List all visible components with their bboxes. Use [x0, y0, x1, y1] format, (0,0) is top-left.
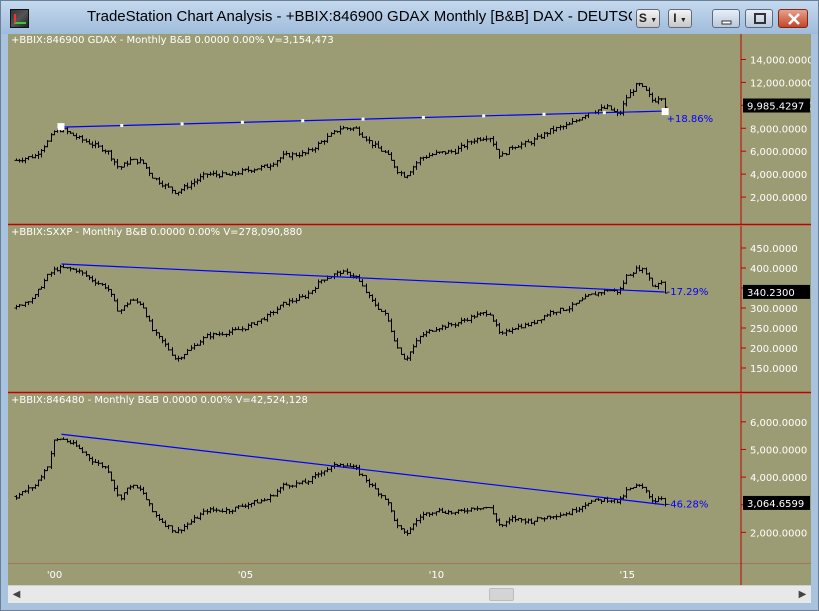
trendline-start-handle	[57, 123, 65, 131]
title-bar[interactable]: TradeStation Chart Analysis - +BBIX:8469…	[1, 1, 818, 34]
x-tick-label: '00	[47, 570, 62, 581]
last-value-label: 340.2300	[747, 288, 795, 299]
x-axis-background	[8, 564, 811, 585]
x-tick-label: '05	[238, 570, 253, 581]
chart-pane-gdax[interactable]: +BBIX:846900 GDAX - Monthly B&B 0.0000 0…	[8, 34, 814, 226]
y-tick-label: 2,000.0000	[750, 528, 807, 539]
trendline-midpoint-handle	[421, 115, 425, 119]
pane-header: +BBIX:846900 GDAX - Monthly B&B 0.0000 0…	[11, 35, 334, 46]
chart-pane-846480[interactable]: +BBIX:846480 - Monthly B&B 0.0000 0.00% …	[8, 394, 811, 566]
pane-header: +BBIX:846480 - Monthly B&B 0.0000 0.00% …	[11, 395, 308, 406]
trendline-change-label: -17.29%	[667, 287, 709, 298]
pane-background	[8, 34, 811, 224]
scrollbar-thumb[interactable]	[489, 588, 514, 601]
last-value-box	[743, 98, 810, 113]
minimize-button[interactable]	[712, 9, 740, 28]
x-tick-label: '15	[619, 570, 634, 581]
trendline-midpoint-handle	[301, 119, 305, 123]
y-tick-label: 6,000.0000	[750, 418, 807, 429]
window-title: TradeStation Chart Analysis - +BBIX:8469…	[87, 8, 632, 25]
trendline	[61, 263, 665, 293]
pane-background	[8, 394, 811, 564]
scroll-right-icon[interactable]: ▶	[798, 589, 807, 600]
y-tick-label: 4,000.0000	[750, 473, 807, 484]
trendline-midpoint-handle	[240, 120, 244, 124]
last-value-box	[743, 284, 810, 299]
trendline-end-handle	[661, 108, 669, 116]
trendline	[61, 433, 665, 506]
y-tick-label: 2,000.0000	[750, 193, 807, 204]
s-dropdown-button[interactable]: S ▼	[636, 9, 660, 28]
pane-background	[8, 226, 811, 392]
i-dropdown-button[interactable]: I ▼	[668, 9, 692, 28]
y-tick-label: 14,000.0000	[750, 55, 811, 66]
tradestation-app-icon[interactable]	[10, 9, 29, 28]
trendline-midpoint-handle	[361, 117, 365, 121]
minimize-icon	[721, 20, 732, 25]
y-tick-label: 12,000.0000	[750, 78, 811, 89]
close-icon	[788, 13, 800, 25]
y-tick-label: 4,000.0000	[750, 170, 807, 181]
last-value-label: 9,985.4297	[747, 102, 804, 113]
x-tick-label: '10	[429, 570, 444, 581]
trendline-change-label: -46.28%	[667, 500, 709, 511]
y-tick-label: 5,000.0000	[750, 445, 807, 456]
trendline-midpoint-handle	[482, 114, 486, 118]
horizontal-scrollbar[interactable]: ◀ ▶	[8, 585, 811, 603]
maximize-button[interactable]	[745, 9, 773, 28]
trendline-midpoint-handle	[120, 124, 124, 128]
y-tick-label: 250.0000	[750, 324, 798, 335]
chart-pane-sxxp[interactable]: +BBIX:SXXP - Monthly B&B 0.0000 0.00% V=…	[8, 226, 811, 394]
close-button[interactable]	[778, 9, 808, 28]
y-tick-label: 200.0000	[750, 344, 798, 355]
trendline-midpoint-handle	[542, 112, 546, 116]
y-tick-label: 300.0000	[750, 304, 798, 315]
y-tick-label: 8,000.0000	[750, 124, 807, 135]
y-tick-label: 6,000.0000	[750, 147, 807, 158]
chevron-down-icon: ▼	[650, 17, 658, 24]
trendline-midpoint-handle	[602, 111, 606, 115]
pane-header: +BBIX:SXXP - Monthly B&B 0.0000 0.00% V=…	[11, 227, 302, 238]
y-tick-label: 450.0000	[750, 244, 798, 255]
trendline-change-label: +18.86%	[667, 114, 714, 125]
x-axis: '00 '05 '10 '15	[8, 564, 811, 585]
maximize-icon	[754, 13, 766, 24]
y-tick-label: 400.0000	[750, 264, 798, 275]
chevron-down-icon: ▼	[679, 17, 687, 24]
chart-area[interactable]: +BBIX:846900 GDAX - Monthly B&B 0.0000 0…	[8, 34, 814, 585]
trendline-midpoint-handle	[180, 122, 184, 126]
last-value-box	[743, 495, 810, 510]
y-tick-label: 150.0000	[750, 364, 798, 375]
scroll-left-icon[interactable]: ◀	[12, 589, 21, 600]
chart-canvas[interactable]: +BBIX:846900 GDAX - Monthly B&B 0.0000 0…	[8, 34, 814, 585]
s-button-label: S	[638, 11, 647, 25]
i-button-label: I	[673, 11, 677, 25]
last-value-label: 3,064.6599	[747, 499, 804, 510]
